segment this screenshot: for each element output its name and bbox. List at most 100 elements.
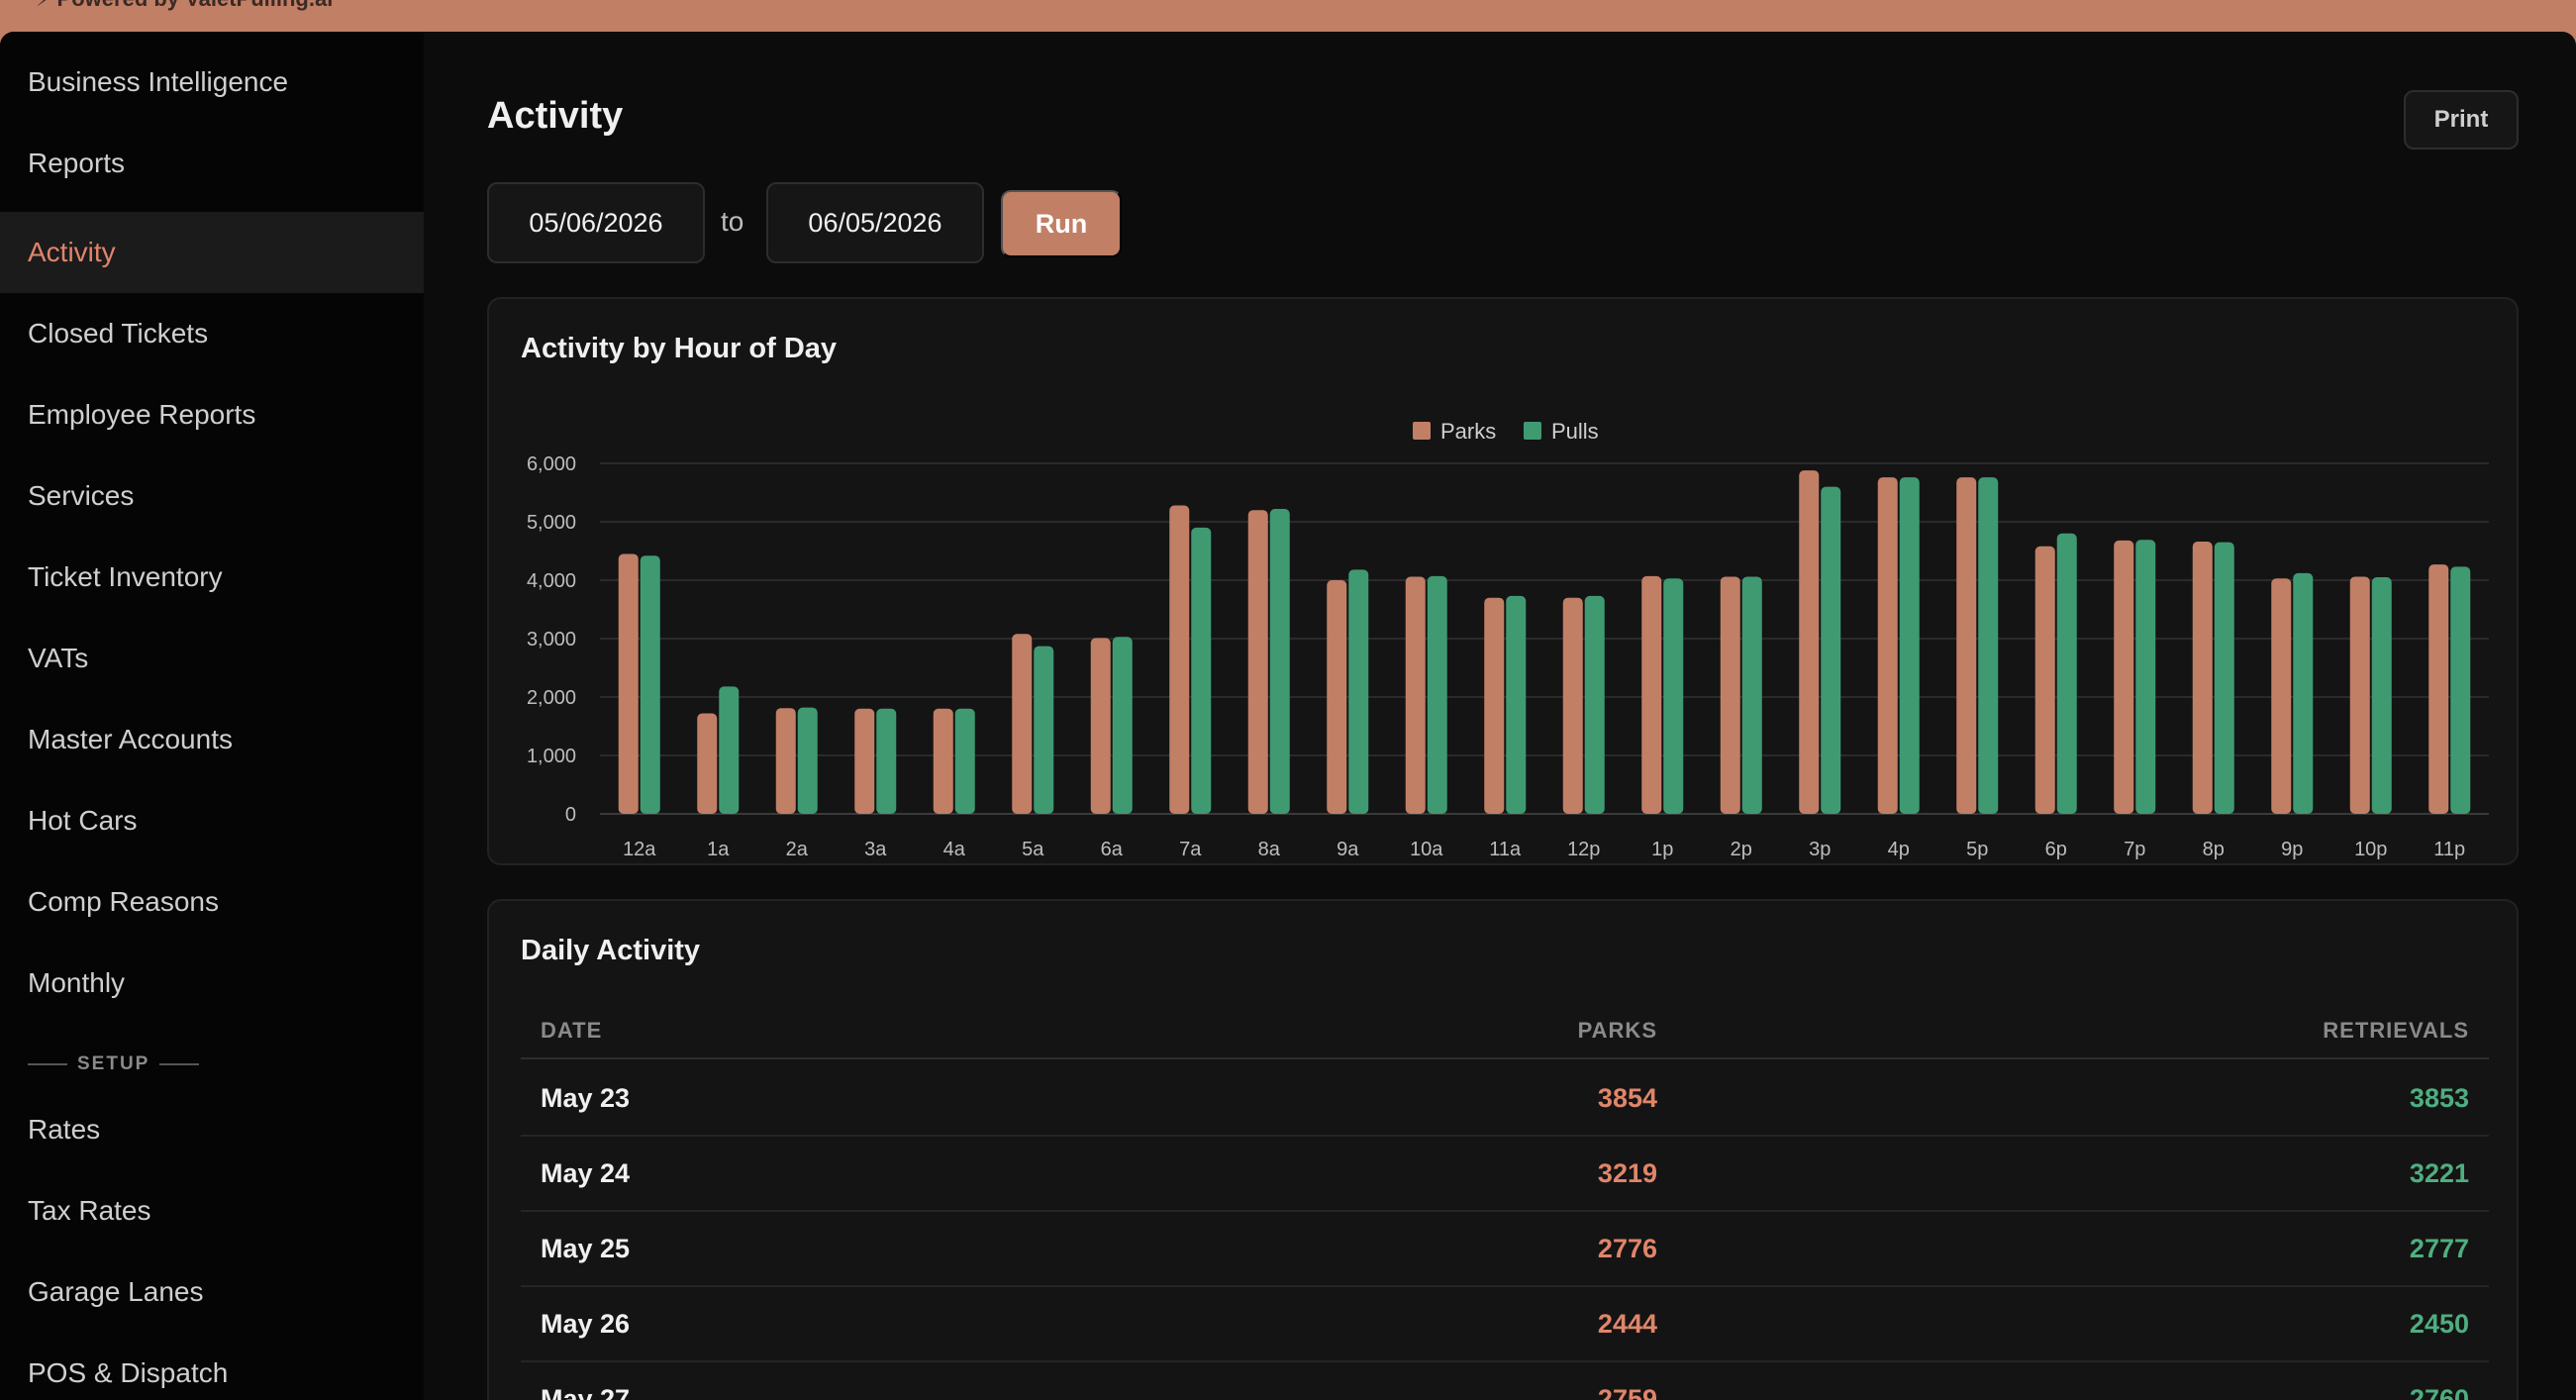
- row-retrievals: 2760: [2409, 1384, 2469, 1400]
- row-parks: 2759: [1597, 1384, 1657, 1400]
- bar-pulls: [876, 708, 897, 814]
- run-button[interactable]: Run: [1001, 190, 1122, 257]
- row-date: May 25: [541, 1234, 631, 1263]
- sidebar-item-rates[interactable]: Rates: [0, 1089, 424, 1170]
- y-tick-label: 2,000: [527, 687, 576, 709]
- table-title: Daily Activity: [521, 935, 701, 966]
- table-row[interactable]: May 24 3219 3221: [521, 1137, 2489, 1212]
- column-header-parks[interactable]: PARKS: [1577, 1018, 1657, 1043]
- table-row[interactable]: May 26 2444 2450: [521, 1287, 2489, 1362]
- bar-pulls: [1978, 477, 1999, 814]
- bar-pulls: [1584, 595, 1605, 814]
- x-tick-label: 12p: [1567, 839, 1600, 860]
- table-row[interactable]: May 27 2759 2760: [521, 1362, 2489, 1400]
- sidebar-item-label: Activity: [28, 237, 116, 267]
- bar-parks: [775, 708, 796, 814]
- chart-title: Activity by Hour of Day: [521, 333, 838, 364]
- sidebar-item-master-accounts[interactable]: Master Accounts: [0, 699, 424, 780]
- x-tick-label: 9a: [1337, 839, 1359, 860]
- sidebar-item-garage-lanes[interactable]: Garage Lanes: [0, 1251, 424, 1333]
- section-label: SETUP: [77, 1053, 150, 1074]
- x-tick-label: 4a: [943, 839, 966, 860]
- to-date-input[interactable]: 06/05/2026: [766, 182, 984, 263]
- bar-parks: [1405, 576, 1426, 814]
- bar-parks: [854, 708, 875, 814]
- print-button[interactable]: Print: [2404, 90, 2519, 150]
- bar-parks: [1247, 510, 1268, 814]
- sidebar-item-label: Master Accounts: [28, 724, 233, 754]
- bar-parks: [1799, 470, 1820, 814]
- sidebar-item-label: Services: [28, 480, 135, 511]
- sidebar-item-label: Garage Lanes: [28, 1276, 204, 1307]
- table-row[interactable]: May 25 2776 2777: [521, 1212, 2489, 1287]
- bar-parks: [1169, 505, 1190, 814]
- bar-pulls: [1427, 575, 1447, 814]
- y-tick-label: 6,000: [527, 453, 576, 475]
- top-banner: ⚡ Powered by ValetPulling.ai: [0, 0, 2576, 32]
- sidebar-item-comp-reasons[interactable]: Comp Reasons: [0, 861, 424, 943]
- row-date: May 23: [541, 1083, 631, 1113]
- bar-parks: [1327, 580, 1347, 814]
- x-tick-label: 7p: [2124, 839, 2145, 860]
- bar-pulls: [1348, 569, 1369, 814]
- bar-pulls: [2214, 542, 2234, 814]
- sidebar-item-hot-cars[interactable]: Hot Cars: [0, 780, 424, 861]
- sidebar-item-activity[interactable]: Activity: [0, 212, 424, 293]
- y-tick-label: 3,000: [527, 629, 576, 650]
- bar-pulls: [719, 686, 740, 814]
- sidebar-item-reports[interactable]: Reports: [0, 123, 424, 204]
- sidebar-item-label: Tax Rates: [28, 1195, 151, 1226]
- bar-parks: [1484, 597, 1505, 814]
- y-tick-label: 0: [565, 804, 576, 826]
- section-rule-right: [159, 1063, 200, 1065]
- x-tick-label: 3p: [1809, 839, 1831, 860]
- row-parks: 3854: [1597, 1083, 1657, 1113]
- bar-parks: [1012, 634, 1033, 814]
- sidebar-item-services[interactable]: Services: [0, 455, 424, 537]
- banner-text: ⚡ Powered by ValetPulling.ai: [36, 0, 333, 12]
- sidebar-item-closed-tickets[interactable]: Closed Tickets: [0, 293, 424, 374]
- bar-pulls: [1899, 477, 1920, 814]
- sidebar-item-business-intelligence[interactable]: Business Intelligence: [0, 42, 424, 123]
- x-tick-label: 7a: [1179, 839, 1202, 860]
- x-tick-label: 8a: [1258, 839, 1281, 860]
- row-retrievals: 2777: [2409, 1234, 2469, 1263]
- from-date-input[interactable]: 05/06/2026: [487, 182, 705, 263]
- row-retrievals: 2450: [2409, 1309, 2469, 1339]
- bar-pulls: [1112, 637, 1133, 814]
- page-title: Activity: [487, 95, 624, 137]
- bar-parks: [2428, 564, 2449, 814]
- sidebar-item-label: Reports: [28, 148, 126, 178]
- sidebar-item-tax-rates[interactable]: Tax Rates: [0, 1170, 424, 1251]
- column-header-date[interactable]: DATE: [541, 1018, 603, 1043]
- x-tick-label: 5a: [1022, 839, 1044, 860]
- x-tick-label: 2a: [786, 839, 809, 860]
- bar-parks: [2034, 546, 2055, 814]
- sidebar-item-employee-reports[interactable]: Employee Reports: [0, 374, 424, 455]
- sidebar-item-monthly[interactable]: Monthly: [0, 943, 424, 1024]
- y-tick-label: 4,000: [527, 570, 576, 592]
- x-tick-label: 6p: [2045, 839, 2067, 860]
- table-row[interactable]: May 23 3854 3853: [521, 1061, 2489, 1137]
- hourly-activity-chart: 0 1,000 2,000 3,000 4,000 5,000 6,000 12a 1a 2a 3a…: [527, 419, 2489, 860]
- x-tick-label: 11a: [1489, 839, 1522, 860]
- column-header-retrievals[interactable]: RETRIEVALS: [2323, 1018, 2469, 1043]
- sidebar-item-label: VATs: [28, 643, 89, 673]
- x-tick-label: 5p: [1966, 839, 1988, 860]
- bar-pulls: [1506, 595, 1527, 814]
- bar-parks: [1877, 477, 1898, 814]
- bar-parks: [1641, 575, 1662, 814]
- x-tick-label: 10a: [1410, 839, 1443, 860]
- app-window: Business Intelligence Reports Activity C…: [0, 32, 2576, 1400]
- bar-parks: [1720, 576, 1740, 814]
- x-tick-label: 4p: [1888, 839, 1910, 860]
- bar-pulls: [954, 708, 975, 814]
- sidebar-section-setup: SETUP: [28, 1050, 200, 1079]
- row-parks: 3219: [1597, 1158, 1657, 1188]
- bar-parks: [1090, 638, 1111, 814]
- sidebar-item-pos-dispatch[interactable]: POS & Dispatch: [0, 1333, 424, 1400]
- sidebar-item-ticket-inventory[interactable]: Ticket Inventory: [0, 537, 424, 618]
- x-tick-label: 9p: [2281, 839, 2303, 860]
- sidebar-item-vats[interactable]: VATs: [0, 618, 424, 699]
- bar-parks: [2114, 540, 2134, 814]
